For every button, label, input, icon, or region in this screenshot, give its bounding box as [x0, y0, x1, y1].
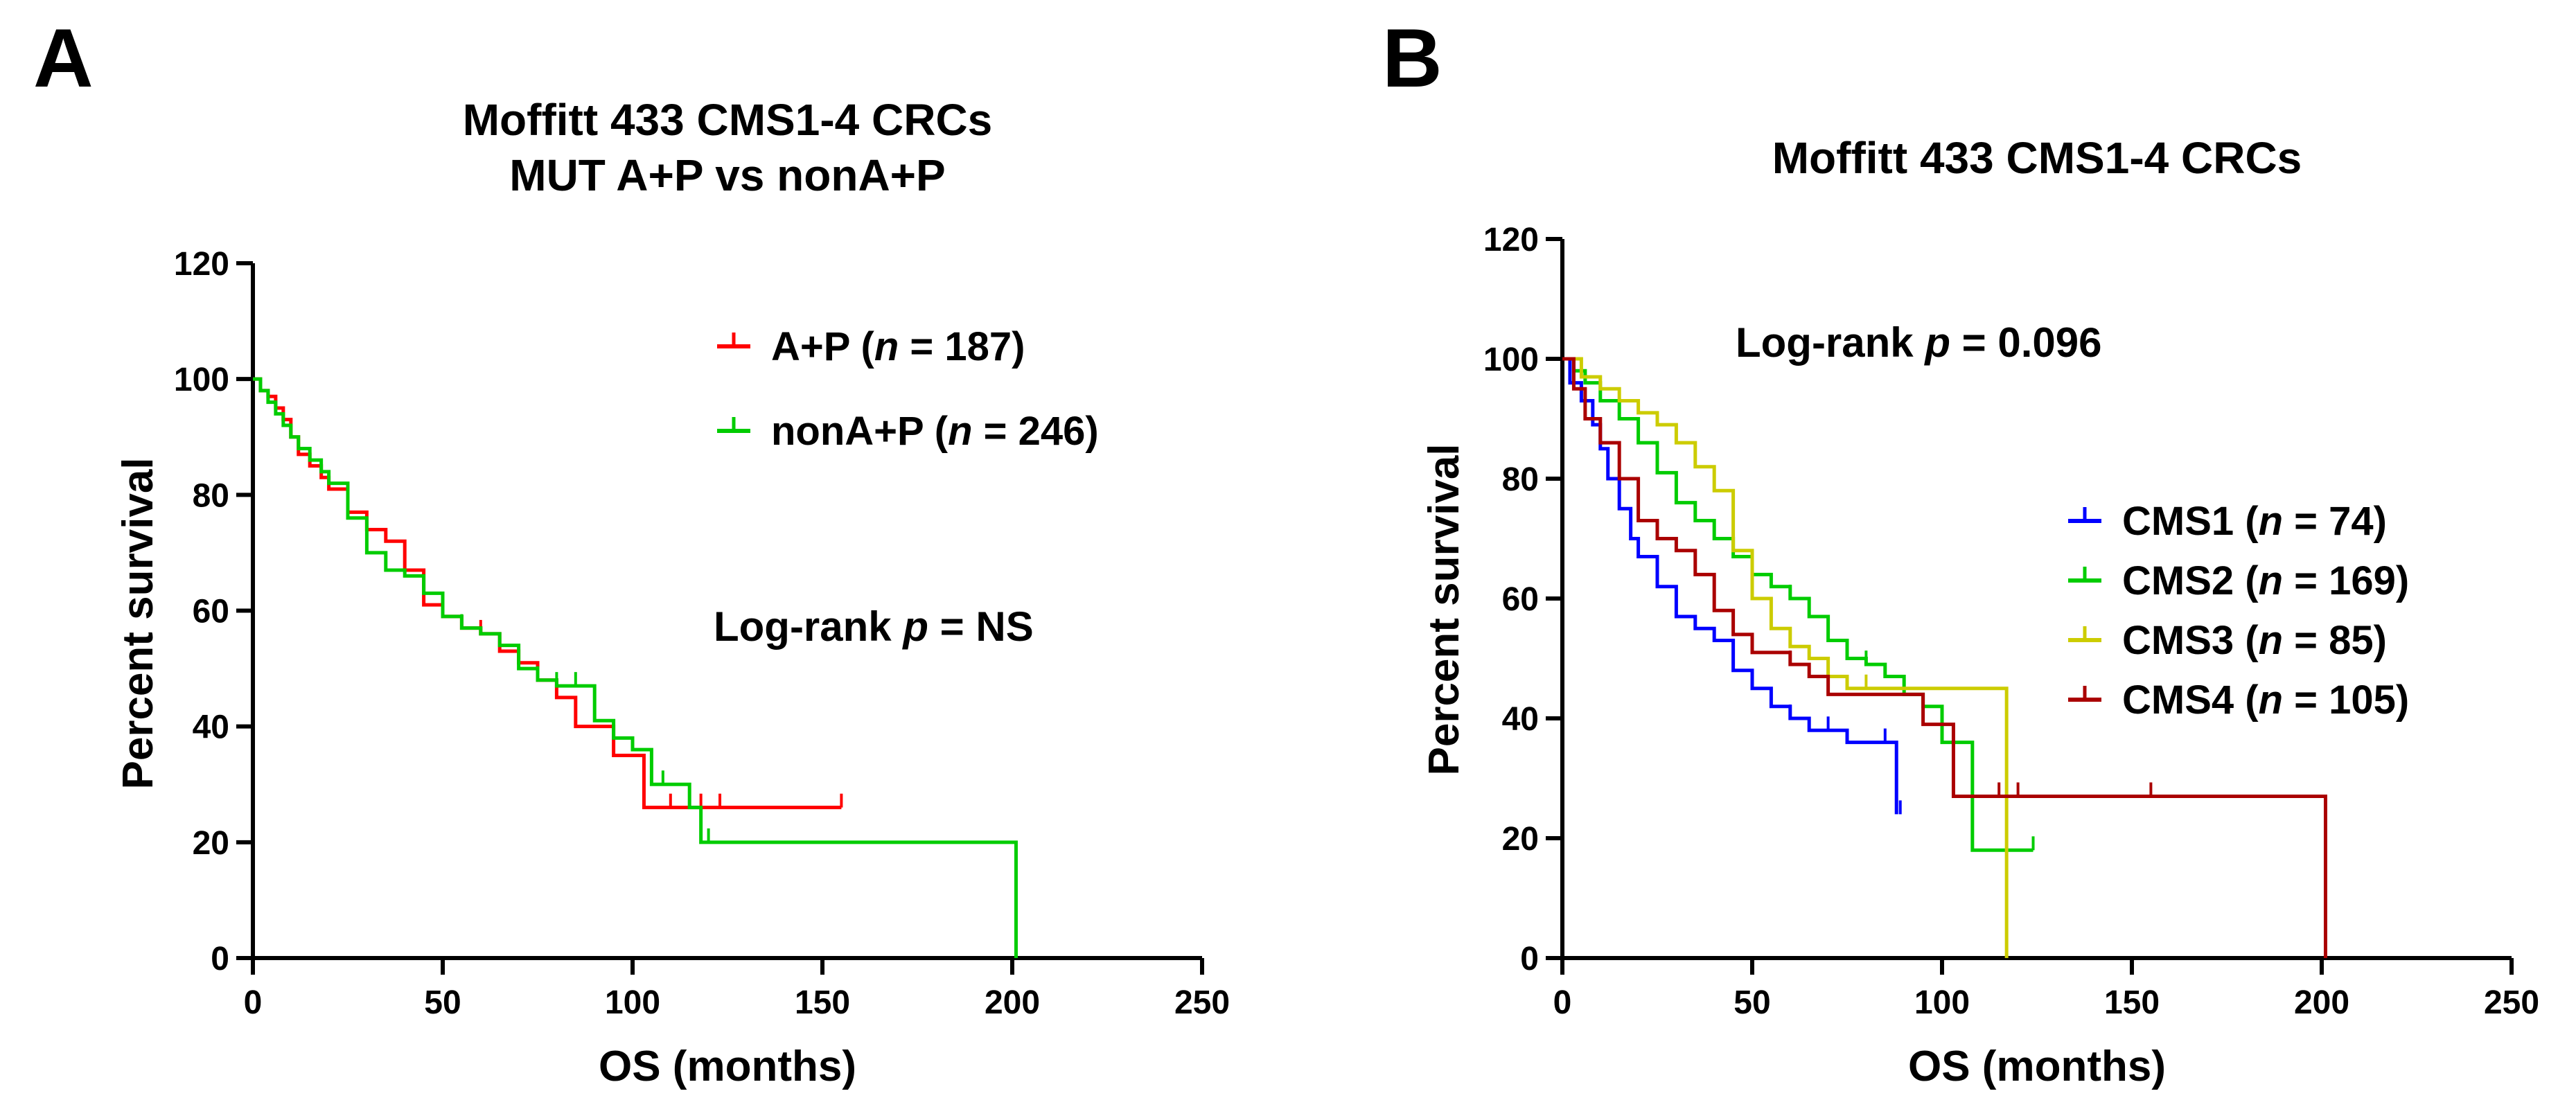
panel-a-legend-entry-1: A+P (n = 187)	[771, 324, 1025, 369]
legend-name-suffix: = 169)	[2283, 558, 2409, 603]
legend-name-suffix: = 85)	[2283, 618, 2387, 663]
legend-name-prefix: CMS2 (	[2122, 558, 2259, 603]
panel-b-y-tick-label: 20	[1502, 821, 1539, 858]
legend-name-italic: n	[2259, 558, 2283, 603]
panel-b-x-tick-label: 200	[2294, 984, 2349, 1021]
panel-a-logrank-annotation: Log-rank p = NS	[714, 603, 1034, 650]
legend-name-suffix: = 74)	[2283, 499, 2387, 544]
panel-a-series-2-curve	[253, 377, 1018, 958]
legend-name-suffix: = 187)	[899, 324, 1025, 369]
panel-b-y-tick-label: 80	[1502, 461, 1539, 498]
legend-name-italic: n	[2259, 677, 2283, 723]
panel-a-x-tick-label: 150	[795, 984, 850, 1021]
panel-b-y-tick-label: 40	[1502, 701, 1539, 738]
panel-b-annotation-italic: p	[1923, 319, 1950, 366]
panel-b-legend-entry-4: CMS4 (n = 105)	[2122, 677, 2409, 723]
panel-a-legend-entry-2: nonA+P (n = 246)	[771, 409, 1099, 454]
panel-b-y-tick-label: 120	[1483, 222, 1539, 258]
panel-b-x-tick-label: 0	[1553, 984, 1572, 1021]
panel-b-x-axis-label: OS (months)	[1908, 1043, 2166, 1090]
panel-a-x-tick-label: 0	[244, 984, 263, 1021]
panel-b-legend-entry-1: CMS1 (n = 74)	[2122, 499, 2387, 544]
legend-name-suffix: = 246)	[973, 409, 1099, 454]
panel-a-annotation-prefix: Log-rank	[714, 603, 903, 650]
panel-b-series-2-curve	[1562, 357, 2034, 852]
legend-name-prefix: CMS3 (	[2122, 618, 2259, 663]
legend-name-italic: n	[874, 324, 899, 369]
panel-b-series-4-curve	[1562, 357, 2327, 958]
panel-a-y-tick-label: 20	[193, 825, 229, 862]
panel-letter-a: A	[33, 12, 94, 105]
panel-b-y-axis-label: Percent survival	[1420, 443, 1468, 775]
panel-b: B Moffitt 433 CMS1-4 CRCs Percent surviv…	[1382, 12, 2539, 1090]
legend-name-prefix: A+P (	[771, 324, 875, 369]
panel-a-title-line-1: Moffitt 433 CMS1-4 CRCs	[463, 95, 993, 145]
panel-b-series-3-curve	[1562, 357, 2009, 958]
panel-b-x-tick-label: 250	[2484, 984, 2539, 1021]
panel-a-y-tick-label: 120	[174, 246, 229, 283]
panel-a-x-tick-label: 100	[605, 984, 660, 1021]
panel-a-y-tick-label: 80	[193, 477, 229, 514]
panel-b-annotation-prefix: Log-rank	[1736, 319, 1925, 366]
legend-name-prefix: nonA+P (	[771, 409, 949, 454]
panel-a-y-axis-label: Percent survival	[114, 457, 162, 789]
panel-a-annotation-suffix: = NS	[928, 603, 1034, 650]
panel-b-y-tick-label: 0	[1520, 941, 1539, 977]
legend-name-prefix: CMS1 (	[2122, 499, 2259, 544]
legend-name-suffix: = 105)	[2283, 677, 2409, 723]
panel-a-series-1-curve	[253, 377, 842, 810]
panel-a-x-tick-label: 250	[1174, 984, 1230, 1021]
legend-name-prefix: CMS4 (	[2122, 677, 2259, 723]
panel-a: A Moffitt 433 CMS1-4 CRCs MUT A+P vs non…	[33, 12, 1230, 1090]
panel-b-annotation-suffix: = 0.096	[1950, 319, 2102, 366]
panel-b-x-tick-label: 50	[1733, 984, 1770, 1021]
panel-a-y-tick-label: 100	[174, 362, 229, 398]
legend-name-italic: n	[2259, 618, 2283, 663]
panel-a-y-tick-label: 0	[211, 941, 229, 977]
panel-b-y-tick-label: 60	[1502, 581, 1539, 618]
legend-name-italic: n	[2259, 499, 2283, 544]
panel-a-x-axis-label: OS (months)	[599, 1043, 856, 1090]
panel-b-y-tick-label: 100	[1483, 342, 1539, 378]
legend-name-italic: n	[948, 409, 972, 454]
panel-a-y-tick-label: 60	[193, 594, 229, 630]
panel-a-x-tick-label: 50	[424, 984, 461, 1021]
panel-b-x-tick-label: 100	[1914, 984, 1970, 1021]
panel-letter-b: B	[1382, 12, 1443, 105]
panel-b-legend-entry-2: CMS2 (n = 169)	[2122, 558, 2409, 603]
panel-a-annotation-italic: p	[901, 603, 928, 650]
panel-b-title: Moffitt 433 CMS1-4 CRCs	[1772, 133, 2302, 183]
panel-a-x-tick-label: 200	[985, 984, 1040, 1021]
panel-a-y-tick-label: 40	[193, 709, 229, 746]
panel-a-title-line-2: MUT A+P vs nonA+P	[509, 150, 945, 200]
panel-b-series-1-curve	[1562, 357, 1898, 815]
panel-b-legend-entry-3: CMS3 (n = 85)	[2122, 618, 2387, 663]
panel-b-x-tick-label: 150	[2104, 984, 2160, 1021]
panel-b-logrank-annotation: Log-rank p = 0.096	[1736, 319, 2102, 366]
